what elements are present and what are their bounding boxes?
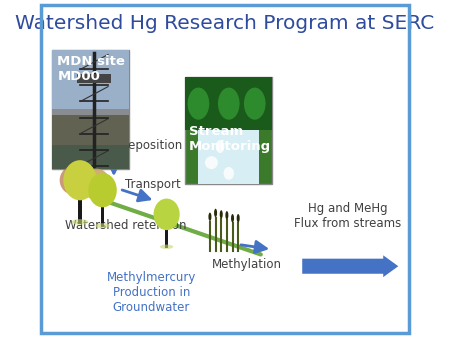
Ellipse shape [218, 88, 239, 120]
Text: MDN site
MD00: MDN site MD00 [57, 55, 125, 83]
Ellipse shape [188, 88, 209, 120]
Bar [78, 191, 82, 224]
Text: Watershed retention: Watershed retention [65, 219, 186, 233]
Text: Methylmercury
Production in
Groundwater: Methylmercury Production in Groundwater [107, 271, 196, 314]
Text: Stream
Monitoring: Stream Monitoring [189, 125, 271, 153]
Ellipse shape [214, 209, 217, 217]
Ellipse shape [244, 88, 266, 120]
Bar [52, 116, 129, 169]
Bar [185, 77, 272, 130]
Ellipse shape [208, 213, 212, 221]
Bar [101, 199, 104, 227]
Ellipse shape [231, 214, 234, 222]
Ellipse shape [225, 211, 229, 219]
Text: Methylation: Methylation [212, 258, 282, 271]
Ellipse shape [88, 173, 117, 207]
Text: Hg and MeHg
Flux from streams: Hg and MeHg Flux from streams [294, 202, 401, 230]
Ellipse shape [95, 223, 110, 228]
Ellipse shape [63, 160, 97, 200]
Bar [52, 110, 129, 145]
Bar [165, 223, 168, 248]
Bar [77, 74, 111, 83]
Bar [185, 77, 272, 184]
Bar [52, 50, 129, 169]
Bar [52, 50, 129, 116]
Text: Deposition: Deposition [120, 139, 183, 152]
Ellipse shape [220, 210, 223, 219]
Text: Watershed Hg Research Program at SERC: Watershed Hg Research Program at SERC [15, 14, 435, 33]
Text: Transport: Transport [125, 177, 181, 191]
Ellipse shape [237, 214, 240, 222]
Ellipse shape [83, 169, 110, 200]
Bar [198, 125, 259, 184]
FancyArrow shape [302, 255, 398, 277]
Ellipse shape [216, 140, 225, 153]
Ellipse shape [160, 245, 173, 249]
Ellipse shape [224, 167, 234, 180]
Ellipse shape [60, 165, 89, 195]
Ellipse shape [72, 219, 88, 225]
Ellipse shape [205, 156, 218, 169]
Ellipse shape [153, 198, 180, 230]
